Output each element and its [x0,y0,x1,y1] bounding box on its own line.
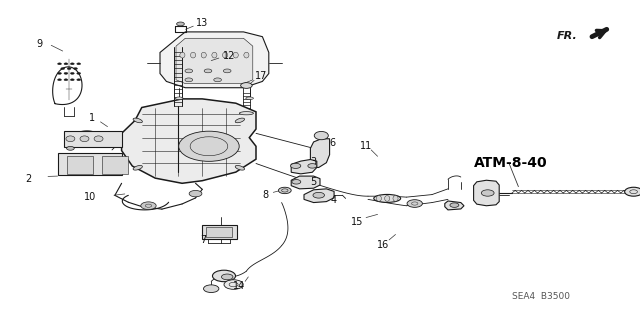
Circle shape [450,203,459,207]
Circle shape [278,187,291,194]
Polygon shape [206,227,232,237]
Polygon shape [67,156,93,174]
Circle shape [204,285,219,293]
Circle shape [77,72,81,74]
Polygon shape [176,38,253,84]
Text: 2: 2 [26,174,32,184]
Polygon shape [122,99,256,183]
Circle shape [141,202,156,210]
Text: 1: 1 [88,113,95,123]
Polygon shape [304,189,334,203]
Ellipse shape [201,52,206,58]
Ellipse shape [376,196,381,201]
Text: 11: 11 [360,141,372,151]
Circle shape [92,132,100,136]
Polygon shape [474,180,499,206]
Polygon shape [291,160,317,174]
Circle shape [74,68,77,70]
Text: 13: 13 [195,18,208,28]
Circle shape [185,78,193,82]
Ellipse shape [239,112,253,115]
Ellipse shape [236,118,244,123]
Circle shape [58,63,61,65]
Ellipse shape [179,131,239,161]
Ellipse shape [393,196,398,201]
Circle shape [70,63,74,65]
Circle shape [58,72,61,74]
Text: 12: 12 [223,50,236,61]
Circle shape [214,78,221,82]
Text: 6: 6 [330,137,336,148]
Circle shape [58,79,61,81]
Polygon shape [202,225,237,239]
Circle shape [77,63,81,65]
Text: 8: 8 [262,190,269,200]
Circle shape [64,79,68,81]
Circle shape [67,146,74,150]
Ellipse shape [133,118,142,123]
Circle shape [64,63,68,65]
Ellipse shape [374,194,401,203]
Circle shape [212,270,236,282]
Text: 5: 5 [310,177,317,188]
Ellipse shape [314,131,328,140]
Text: 3: 3 [310,157,317,167]
Text: 14: 14 [232,281,245,291]
Polygon shape [310,139,330,167]
Circle shape [292,180,301,184]
Circle shape [241,83,252,88]
Circle shape [70,79,74,81]
Polygon shape [160,32,269,88]
Text: 7: 7 [200,235,207,245]
Polygon shape [64,131,122,147]
Ellipse shape [80,136,89,142]
Ellipse shape [244,52,249,58]
Circle shape [185,69,193,73]
Circle shape [407,200,422,207]
Circle shape [221,274,233,280]
Circle shape [70,72,74,74]
Circle shape [77,79,81,81]
Ellipse shape [191,52,196,58]
Text: 10: 10 [83,192,96,202]
Ellipse shape [233,52,238,58]
Ellipse shape [246,97,253,100]
Text: ATM-8-40: ATM-8-40 [474,156,547,170]
Circle shape [177,22,184,26]
Polygon shape [445,201,464,210]
Ellipse shape [212,52,217,58]
Circle shape [61,68,65,70]
Circle shape [64,72,68,74]
Text: FR.: FR. [557,31,577,41]
Polygon shape [58,153,122,175]
Circle shape [291,163,301,168]
Circle shape [308,164,317,168]
Polygon shape [291,176,320,189]
Text: 4: 4 [331,195,337,205]
Ellipse shape [66,136,75,142]
Circle shape [223,69,231,73]
Circle shape [204,69,212,73]
Ellipse shape [180,52,185,58]
Circle shape [189,190,202,197]
Text: 16: 16 [376,240,389,250]
Text: 17: 17 [255,71,268,81]
Text: 9: 9 [36,39,43,49]
Circle shape [481,190,494,196]
Circle shape [313,192,324,198]
Polygon shape [102,156,128,174]
Ellipse shape [385,196,390,201]
Ellipse shape [236,166,244,170]
Circle shape [224,280,243,289]
Circle shape [67,68,71,70]
Ellipse shape [223,52,228,58]
Circle shape [625,187,640,196]
Ellipse shape [94,136,103,142]
Ellipse shape [175,97,183,100]
Text: 15: 15 [351,217,364,227]
Ellipse shape [133,166,142,170]
Text: SEA4  B3500: SEA4 B3500 [512,292,570,300]
